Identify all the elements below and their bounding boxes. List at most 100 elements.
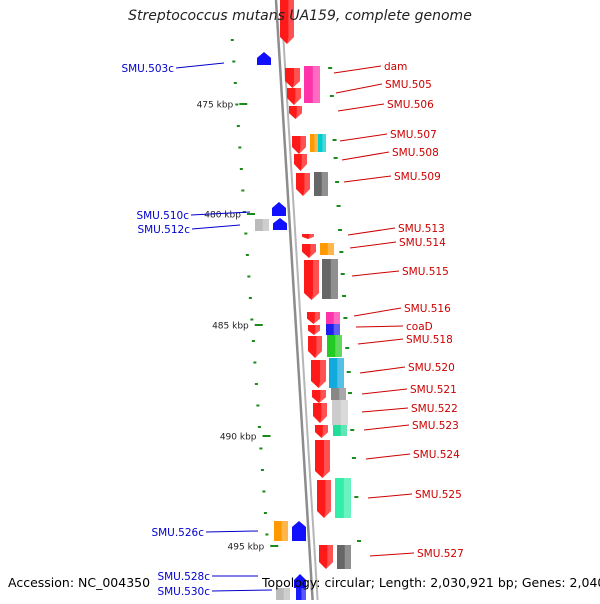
reverse-gene-arrow[interactable] (272, 202, 286, 216)
forward-gene-label[interactable]: coaD (406, 321, 433, 333)
forward-label-leader (367, 493, 413, 499)
feature-box-shade (344, 545, 351, 569)
forward-gene-label[interactable]: SMU.521 (410, 384, 457, 396)
forward-gene-label[interactable]: SMU.514 (399, 237, 446, 249)
feature-box (322, 259, 338, 299)
gene-arrows (257, 0, 333, 588)
feature-box-shade (333, 312, 340, 324)
forward-gene-label[interactable]: SMU.516 (404, 303, 451, 315)
forward-gene-label[interactable]: SMU.525 (415, 489, 462, 501)
feature-box (333, 425, 347, 436)
scale-label: 485 kbp (212, 322, 249, 332)
forward-gene-label[interactable]: SMU.506 (387, 99, 434, 111)
feature-box-shade (340, 400, 348, 425)
forward-label-leader (361, 388, 408, 395)
feature-box (337, 545, 351, 569)
feature-box-shade (262, 219, 269, 231)
forward-label-leader (349, 241, 397, 249)
map-title: Streptococcus mutans UA159, complete gen… (128, 8, 472, 24)
feature-box-shade (343, 478, 351, 518)
forward-label-leader (351, 270, 400, 277)
label-leaders (175, 62, 415, 592)
forward-label-leader (361, 407, 409, 413)
feature-box (255, 219, 269, 231)
forward-gene-label[interactable]: SMU.505 (385, 79, 432, 91)
forward-gene-label[interactable]: SMU.520 (408, 362, 455, 374)
scale-ticks: 475 kbp 480 kbp 485 kbp 490 kbp 495 kbp (197, 39, 362, 553)
feature-box-shade (301, 588, 306, 600)
feature-box (304, 66, 320, 103)
forward-gene-shade (319, 390, 326, 403)
feature-boxes (255, 66, 351, 600)
forward-label-leader (333, 65, 382, 74)
forward-label-leader (347, 227, 396, 236)
forward-gene-label[interactable]: SMU.508 (392, 147, 439, 159)
feature-box-shade (327, 243, 334, 255)
reverse-gene-label[interactable]: SMU.510c (136, 210, 189, 222)
reverse-label-leader (205, 530, 259, 533)
forward-label-leader (357, 338, 404, 345)
feature-box-shade (314, 134, 318, 152)
forward-label-leader (335, 83, 383, 94)
reverse-label-leader (175, 62, 225, 69)
reverse-gene-label[interactable]: SMU.526c (151, 527, 204, 539)
scale-label: 475 kbp (197, 101, 234, 111)
forward-label-leader (363, 424, 410, 431)
reverse-label-leader (190, 211, 251, 216)
feature-box (276, 588, 290, 600)
reverse-gene-arrow[interactable] (257, 52, 271, 65)
forward-gene-shade (309, 244, 316, 258)
forward-gene-label[interactable]: SMU.527 (417, 548, 464, 560)
reverse-label-leader (211, 589, 273, 592)
feature-box-shade (283, 588, 290, 600)
forward-gene-shade (320, 403, 327, 423)
reverse-gene-arrow[interactable] (292, 521, 306, 541)
forward-gene-shade (292, 68, 300, 88)
forward-label-leader (343, 175, 392, 183)
feature-box (310, 134, 318, 152)
forward-gene-shade (322, 440, 330, 478)
forward-gene-label[interactable]: SMU.513 (398, 223, 445, 235)
reverse-gene-label[interactable]: SMU.503c (121, 63, 174, 75)
feature-box-shade (321, 172, 328, 196)
feature-box (332, 400, 348, 425)
feature-box-shade (281, 521, 288, 541)
forward-gene-shade (311, 260, 319, 300)
feature-box (331, 388, 346, 400)
forward-gene-label[interactable]: SMU.515 (402, 266, 449, 278)
backbone-line (280, 0, 319, 601)
forward-gene-shade (318, 360, 326, 388)
forward-gene-shade (300, 154, 307, 171)
forward-gene-label[interactable]: SMU.524 (413, 449, 460, 461)
forward-gene-label[interactable]: dam (384, 61, 407, 73)
feature-box (296, 588, 306, 600)
feature-box (327, 335, 342, 357)
feature-box-shade (335, 335, 342, 357)
feature-box (318, 134, 326, 152)
accession-text: Accession: NC_004350 (8, 575, 151, 590)
forward-label-leader (365, 453, 411, 460)
forward-label-leader (369, 552, 415, 557)
forward-gene-label[interactable]: SMU.509 (394, 171, 441, 183)
forward-gene-shade (299, 136, 306, 154)
reverse-gene-label[interactable]: SMU.530c (157, 586, 210, 598)
feature-box-shade (330, 259, 338, 299)
feature-box (314, 172, 328, 196)
reverse-gene-label[interactable]: SMU.512c (137, 224, 190, 236)
reverse-gene-arrow[interactable] (273, 218, 287, 230)
forward-gene-label[interactable]: SMU.507 (390, 129, 437, 141)
reverse-gene-label[interactable]: SMU.528c (157, 571, 210, 583)
forward-gene-label[interactable]: SMU.518 (406, 334, 453, 346)
feature-box-shade (312, 66, 320, 103)
reverse-label-leader (191, 224, 241, 230)
scale-label: 490 kbp (220, 433, 257, 443)
forward-gene-shade (326, 545, 333, 569)
feature-box (274, 521, 288, 541)
gene-labels: dam SMU.505 SMU.506 SMU.507 SMU.508 SMU.509 SM… (121, 61, 463, 598)
reverse-gene-arrow[interactable] (294, 574, 306, 588)
forward-gene-label[interactable]: SMU.522 (411, 403, 458, 415)
forward-gene-label[interactable]: SMU.523 (412, 420, 459, 432)
forward-gene-shade (314, 325, 320, 335)
feature-box (320, 243, 334, 255)
forward-label-leader (355, 325, 404, 328)
